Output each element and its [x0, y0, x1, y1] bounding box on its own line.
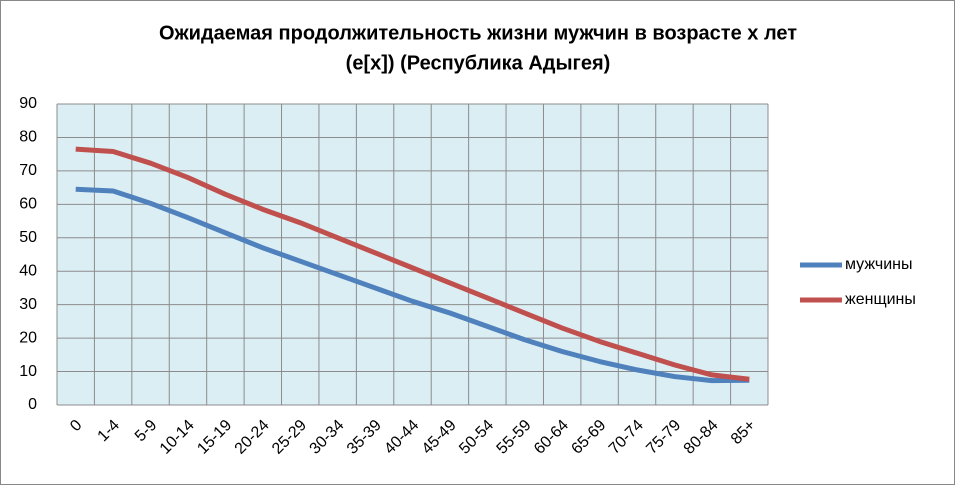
legend-label: мужчины — [845, 256, 913, 273]
chart-title: (e[x]) (Республика Адыгея) — [346, 52, 611, 74]
y-tick-label: 60 — [19, 196, 37, 213]
y-tick-label: 10 — [19, 363, 37, 380]
y-tick-label: 20 — [19, 329, 37, 346]
y-tick-label: 80 — [19, 129, 37, 146]
y-tick-label: 30 — [19, 296, 37, 313]
y-tick-label: 40 — [19, 262, 37, 279]
series-line — [75, 186, 750, 384]
y-tick-label: 70 — [19, 162, 37, 179]
legend-label: женщины — [845, 291, 916, 308]
series-line — [75, 146, 750, 382]
y-tick-label: 0 — [28, 396, 37, 413]
chart-title: Ожидаемая продолжительность жизни мужчин… — [159, 22, 797, 44]
y-tick-label: 50 — [19, 229, 37, 246]
y-tick-label: 90 — [19, 95, 37, 112]
